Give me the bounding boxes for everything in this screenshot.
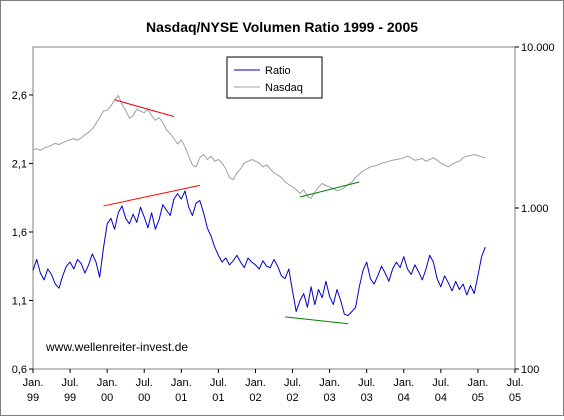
y-left-tick-label: 2,1 [12, 158, 27, 170]
y-left-tick-label: 0,6 [12, 364, 27, 376]
watermark-text: www.wellenreiter-invest.de [45, 340, 188, 354]
x-tick-label-month: Jul. [506, 377, 523, 389]
y-left-tick-label: 1,1 [12, 295, 27, 307]
x-tick-label-month: Jan. [393, 377, 414, 389]
x-tick-label-month: Jul. [358, 377, 375, 389]
trend-layer [103, 99, 360, 325]
x-tick-label-month: Jul. [136, 377, 153, 389]
x-tick-label-year: 00 [138, 392, 150, 404]
y-right-tick-label: 100 [521, 364, 539, 376]
trendline-0 [114, 99, 175, 118]
x-tick-label-year: 00 [101, 392, 113, 404]
x-tick-label-year: 01 [175, 392, 187, 404]
x-tick-label-month: Jan. [97, 377, 118, 389]
y-right-tick-label: 10.000 [521, 42, 555, 54]
chart-title: Nasdaq/NYSE Volumen Ratio 1999 - 2005 [146, 19, 418, 35]
legend-label-ratio: Ratio [265, 65, 291, 77]
x-tick-label-month: Jan. [171, 377, 192, 389]
x-tick-label-year: 02 [286, 392, 298, 404]
x-tick-label-month: Jul. [284, 377, 301, 389]
legend-frame [226, 56, 323, 99]
x-tick-label-month: Jul. [432, 377, 449, 389]
x-tick-label-month: Jan. [468, 377, 489, 389]
trendline-3 [285, 316, 349, 325]
x-tick-label-month: Jul. [62, 377, 79, 389]
legend-label-nasdaq: Nasdaq [265, 82, 303, 94]
x-tick-label-month: Jul. [210, 377, 227, 389]
x-tick-label-year: 02 [249, 392, 261, 404]
x-tick-label-month: Jan. [245, 377, 266, 389]
trendline-2 [299, 181, 360, 198]
x-tick-label-year: 03 [323, 392, 335, 404]
y-left-tick-label: 2,6 [12, 90, 27, 102]
axis-layer: 0,6 1,1 1,6 2,1 2,6 100 1.000 10.000 Jan. 99 Jul. 9… [12, 42, 555, 404]
x-tick-label-month: Jan. [23, 377, 44, 389]
x-tick-label-year: 05 [472, 392, 484, 404]
series-layer [32, 95, 486, 317]
x-tick-label-month: Jan. [319, 377, 340, 389]
x-tick-label-year: 04 [435, 392, 447, 404]
trendline-1 [103, 184, 200, 207]
y-right-tick-label: 1.000 [521, 203, 549, 215]
y-left-tick-label: 1,6 [12, 227, 27, 239]
x-tick-label-year: 05 [509, 392, 521, 404]
x-tick-label-year: 04 [398, 392, 410, 404]
x-tick-label-year: 99 [27, 392, 39, 404]
x-tick-label-year: 03 [361, 392, 373, 404]
legend-box: Ratio Nasdaq [226, 56, 323, 99]
series-line-nasdaq [32, 95, 486, 199]
x-tick-label-year: 99 [64, 392, 76, 404]
series-line-ratio [32, 190, 486, 317]
plot-area [32, 46, 516, 370]
x-tick-label-year: 01 [212, 392, 224, 404]
